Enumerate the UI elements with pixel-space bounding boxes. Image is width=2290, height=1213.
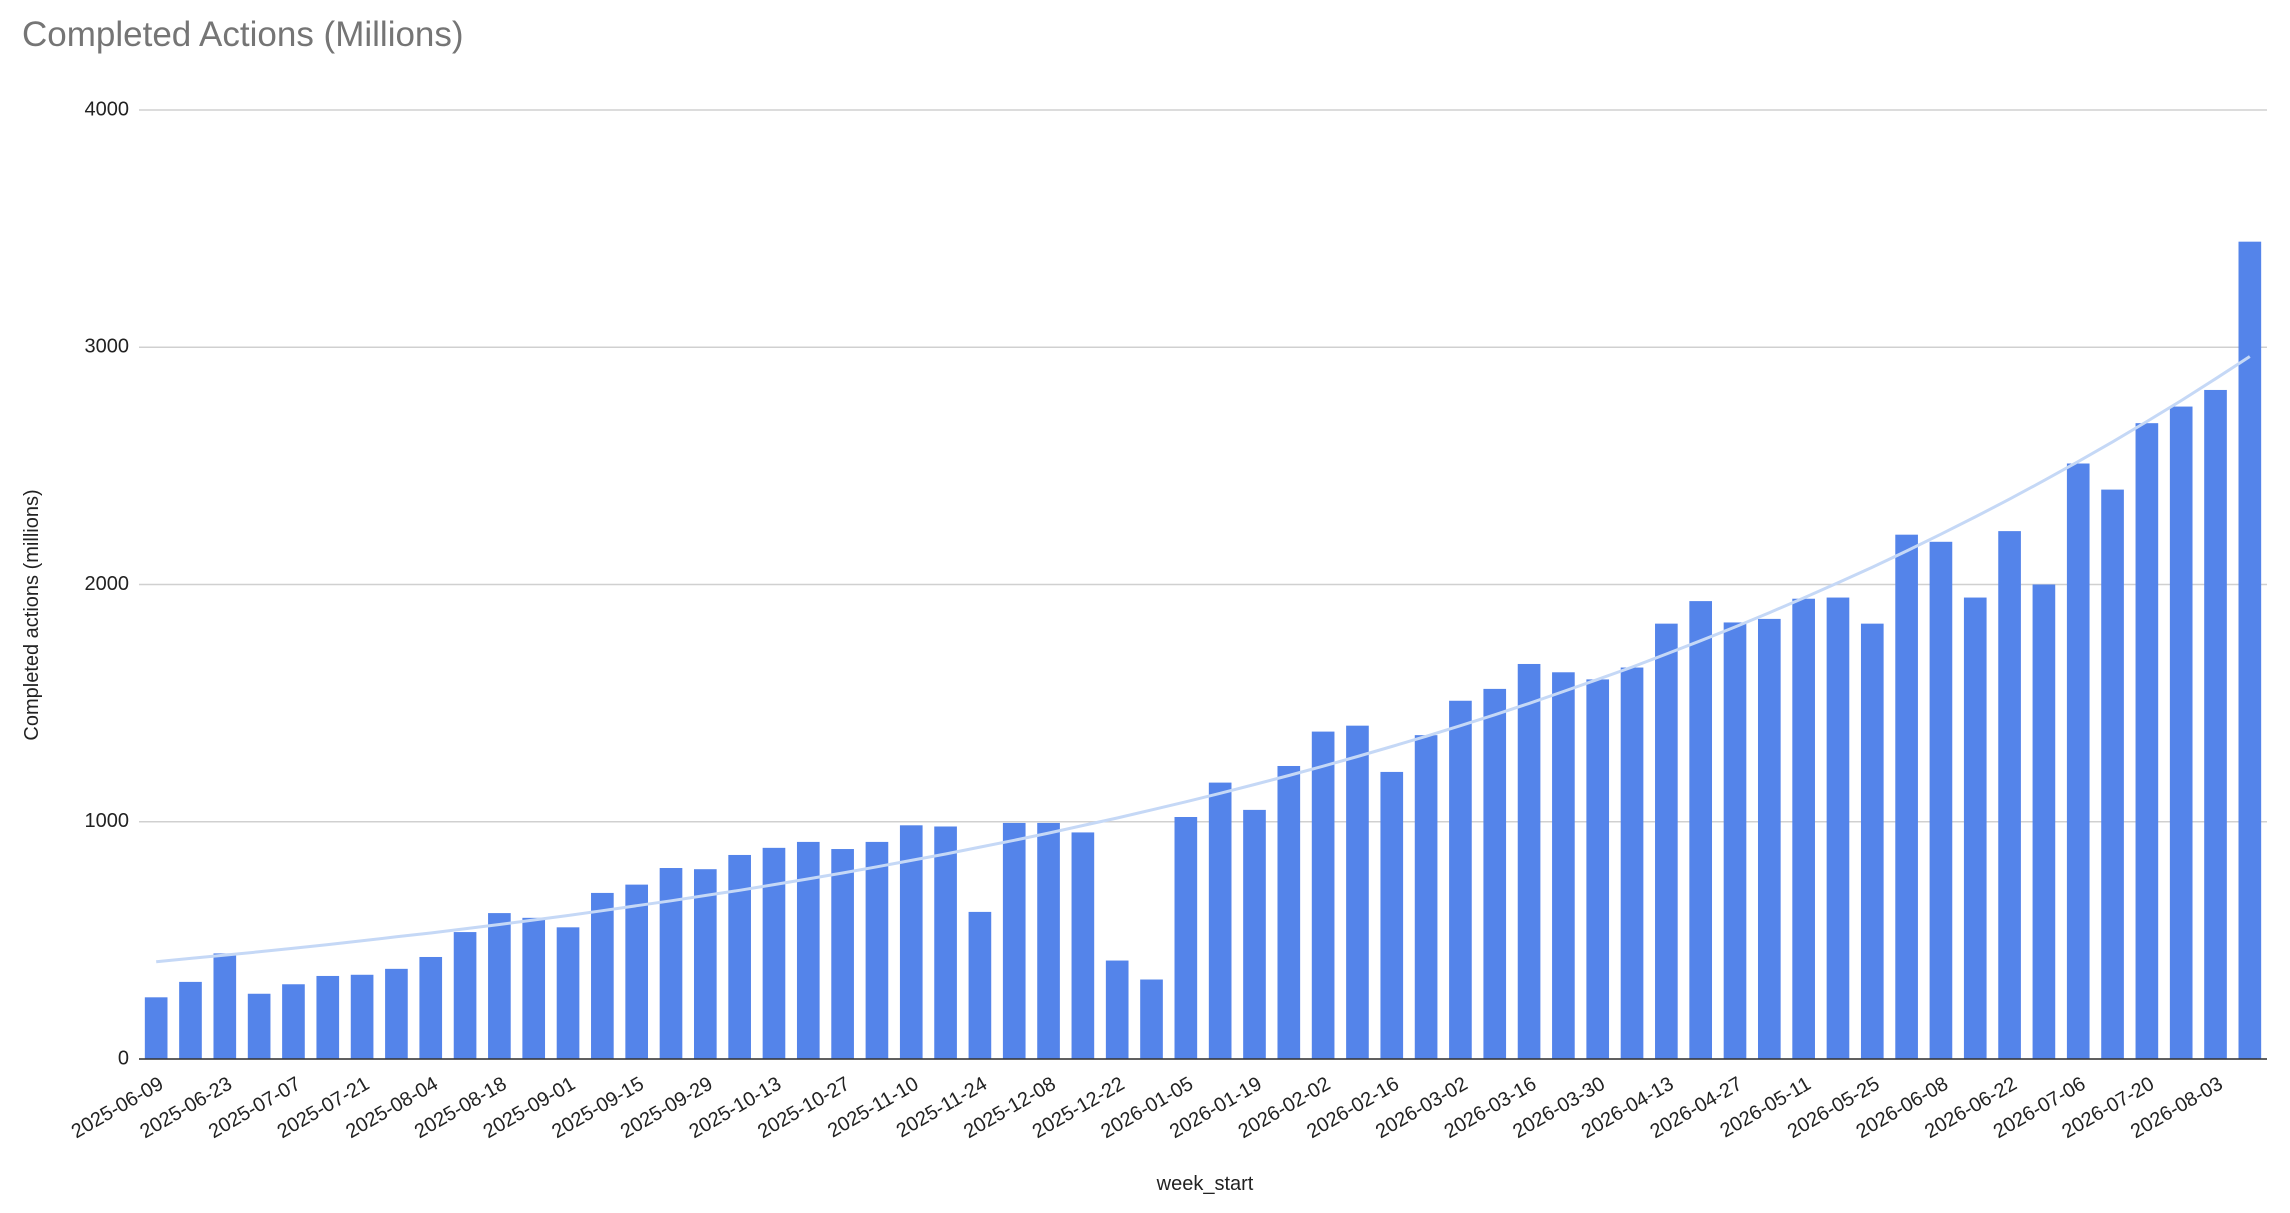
- bar: [1792, 598, 1815, 1059]
- bar: [1346, 725, 1369, 1059]
- bar: [350, 974, 374, 1059]
- bar: [556, 927, 580, 1059]
- bar: [831, 849, 854, 1059]
- bar: [865, 841, 889, 1059]
- bar: [728, 854, 751, 1059]
- bar: [693, 869, 717, 1059]
- bar: [899, 825, 923, 1059]
- bar: [2032, 584, 2056, 1059]
- chart-title: Completed Actions (Millions): [22, 15, 464, 54]
- bar: [1208, 782, 1232, 1059]
- bar: [522, 917, 546, 1059]
- bar: [213, 953, 237, 1059]
- bar: [1895, 534, 1918, 1059]
- bar: [1689, 601, 1713, 1059]
- bar: [1140, 979, 1163, 1059]
- bar: [1414, 735, 1438, 1059]
- bar: [2238, 241, 2262, 1059]
- bar: [1380, 771, 1404, 1059]
- bar: [659, 868, 683, 1059]
- bar: [1552, 672, 1575, 1059]
- bar: [282, 984, 305, 1059]
- y-tick-label: 3000: [85, 336, 130, 358]
- bar: [1243, 809, 1266, 1059]
- y-tick-label: 4000: [85, 98, 130, 120]
- bar: [1071, 832, 1095, 1059]
- bar: [1998, 531, 2021, 1059]
- bar: [1517, 663, 1541, 1059]
- trendline: [156, 355, 2251, 964]
- bar: [488, 913, 511, 1059]
- bar: [934, 826, 957, 1059]
- bar: [1037, 822, 1060, 1059]
- bar: [2101, 489, 2124, 1060]
- bar: [385, 968, 408, 1059]
- bar: [316, 975, 340, 1059]
- y-axis-title: Completed actions (millions): [21, 489, 43, 740]
- bar: [1586, 679, 1610, 1059]
- bar: [625, 884, 649, 1059]
- bar: [1963, 597, 1987, 1059]
- y-tick-label: 1000: [85, 810, 130, 832]
- bar: [144, 997, 168, 1059]
- bar: [1277, 765, 1301, 1059]
- bar: [453, 932, 477, 1059]
- bar: [1860, 623, 1884, 1059]
- bar: [419, 956, 443, 1059]
- bar: [179, 981, 202, 1059]
- bar: [2204, 389, 2227, 1060]
- bar: [1757, 618, 1781, 1059]
- bar: [2066, 463, 2090, 1059]
- bar: [2135, 423, 2159, 1059]
- bar: [1449, 700, 1472, 1059]
- bar: [762, 847, 786, 1059]
- bar: [1929, 541, 1953, 1059]
- bar: [1723, 622, 1747, 1059]
- bar: [591, 892, 614, 1059]
- x-axis-title: week_start: [1156, 1173, 1254, 1195]
- bar: [2169, 406, 2193, 1059]
- bar: [1002, 822, 1026, 1059]
- bar: [1826, 597, 1850, 1059]
- bar: [1620, 667, 1644, 1059]
- bar: [796, 841, 820, 1059]
- bar: [1311, 731, 1335, 1059]
- bar: [1483, 688, 1507, 1059]
- bar: [1655, 623, 1678, 1059]
- bar: [968, 911, 992, 1059]
- y-tick-label: 0: [118, 1047, 129, 1069]
- bar: [1105, 960, 1129, 1059]
- bar: [247, 993, 271, 1059]
- y-tick-label: 2000: [85, 573, 130, 595]
- bar: [1174, 817, 1198, 1059]
